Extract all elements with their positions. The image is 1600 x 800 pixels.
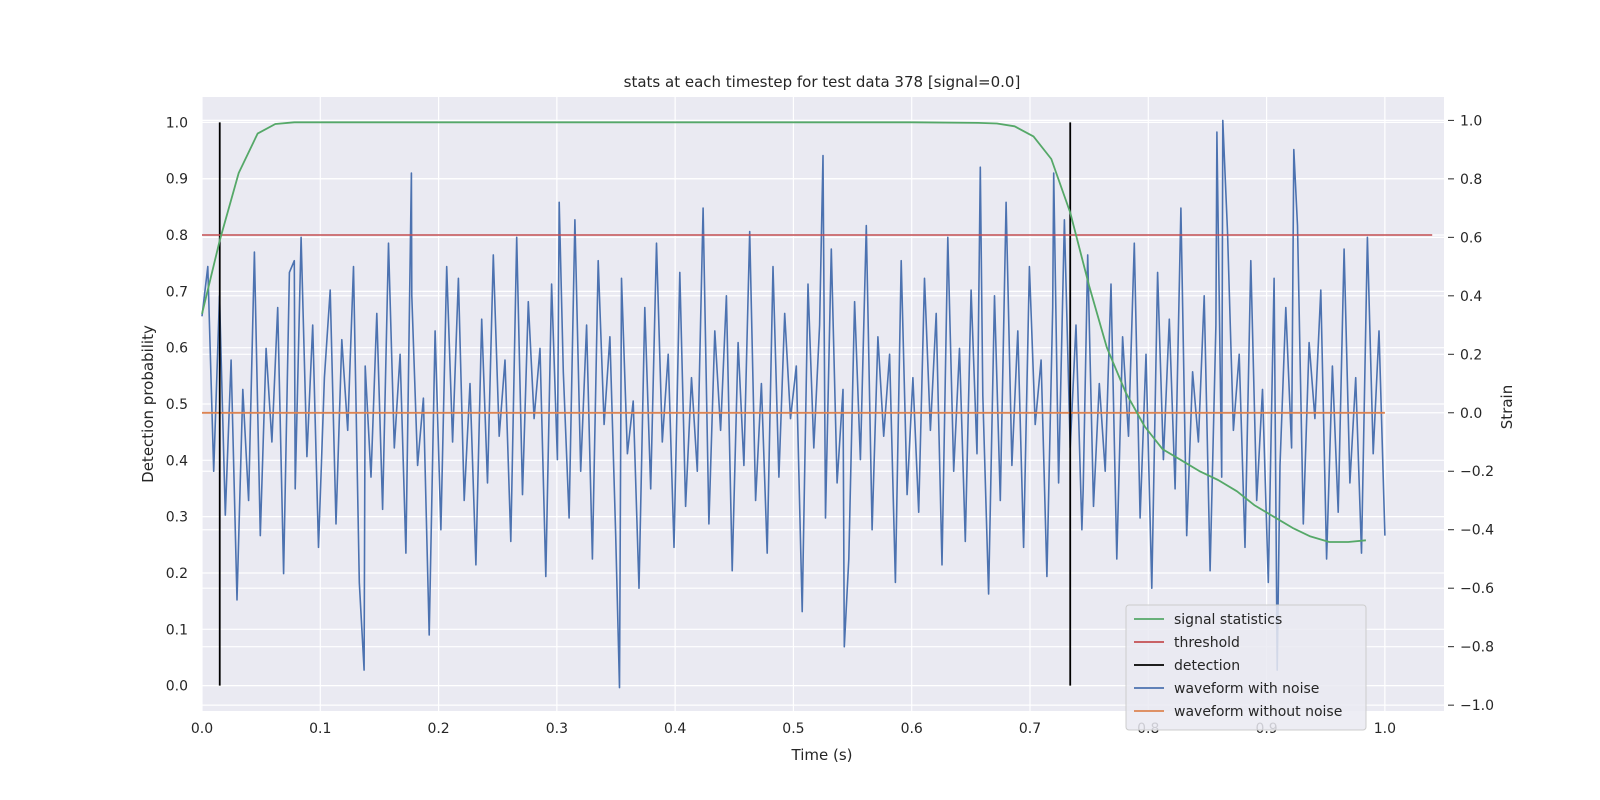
series-lines bbox=[201, 119, 1433, 689]
series-line-waveform-with-noise bbox=[201, 119, 1386, 689]
y-left-tick-label: 0.8 bbox=[166, 228, 188, 244]
x-tick-label: 0.0 bbox=[191, 721, 213, 737]
y-left-tick-label: 0.2 bbox=[166, 566, 188, 582]
y-axis-left-label: Detection probability bbox=[139, 325, 157, 483]
y-left-tick-label: 0.3 bbox=[166, 510, 188, 526]
legend-box bbox=[1125, 604, 1367, 731]
y-left-tick-label: 0.4 bbox=[166, 453, 188, 469]
y-right-tick-label: −1.0 bbox=[1460, 698, 1494, 714]
y-left-tick-label: 0.7 bbox=[166, 284, 188, 300]
chart-title: stats at each timestep for test data 378… bbox=[624, 73, 1021, 91]
y-axis-right-label: Strain bbox=[1498, 385, 1516, 429]
y-right-tick-label: −0.6 bbox=[1460, 581, 1494, 597]
x-tick-label: 0.1 bbox=[309, 721, 331, 737]
y-right-tick-label: 0.0 bbox=[1460, 406, 1482, 422]
y-axis-right: −1.0 −0.8 −0.6 −0.4 −0.2 0.0 0.2 0.4 0.6 0.8 1.0 bbox=[1448, 113, 1494, 714]
legend-label: threshold bbox=[1174, 635, 1240, 651]
y-left-tick-label: 0.1 bbox=[166, 622, 188, 638]
x-tick-label: 0.3 bbox=[546, 721, 568, 737]
y-right-tick-label: 0.6 bbox=[1460, 230, 1482, 246]
y-right-tick-label: 0.8 bbox=[1460, 172, 1482, 188]
legend: signal statistics threshold detection wavef… bbox=[1125, 604, 1367, 731]
x-tick-label: 0.6 bbox=[901, 721, 923, 737]
y-right-tick-label: 0.2 bbox=[1460, 347, 1482, 363]
series-line-signal-statistics bbox=[201, 121, 1366, 543]
y-left-tick-label: 0.9 bbox=[166, 172, 188, 188]
legend-label: detection bbox=[1174, 658, 1240, 674]
y-left-tick-label: 1.0 bbox=[166, 115, 188, 131]
y-left-tick-label: 0.5 bbox=[166, 397, 188, 413]
x-tick-label: 0.5 bbox=[782, 721, 804, 737]
legend-label: waveform with noise bbox=[1174, 681, 1319, 697]
y-left-tick-label: 0.6 bbox=[166, 341, 188, 357]
y-axis-left: 0.0 0.1 0.2 0.3 0.4 0.5 0.6 0.7 0.8 0.9 1.0 bbox=[166, 115, 188, 694]
y-right-tick-label: −0.2 bbox=[1460, 464, 1494, 480]
x-tick-label: 1.0 bbox=[1374, 721, 1396, 737]
y-right-tick-label: −0.8 bbox=[1460, 640, 1494, 656]
legend-label: waveform without noise bbox=[1174, 704, 1342, 720]
x-tick-label: 0.7 bbox=[1019, 721, 1041, 737]
y-right-tick-label: 1.0 bbox=[1460, 113, 1482, 129]
y-right-tick-label: −0.4 bbox=[1460, 523, 1494, 539]
x-axis-label: Time (s) bbox=[791, 746, 853, 764]
x-tick-label: 0.2 bbox=[427, 721, 449, 737]
x-tick-label: 0.4 bbox=[664, 721, 686, 737]
legend-label: signal statistics bbox=[1174, 612, 1282, 628]
y-right-tick-label: 0.4 bbox=[1460, 289, 1482, 305]
y-left-tick-label: 0.0 bbox=[166, 679, 188, 695]
